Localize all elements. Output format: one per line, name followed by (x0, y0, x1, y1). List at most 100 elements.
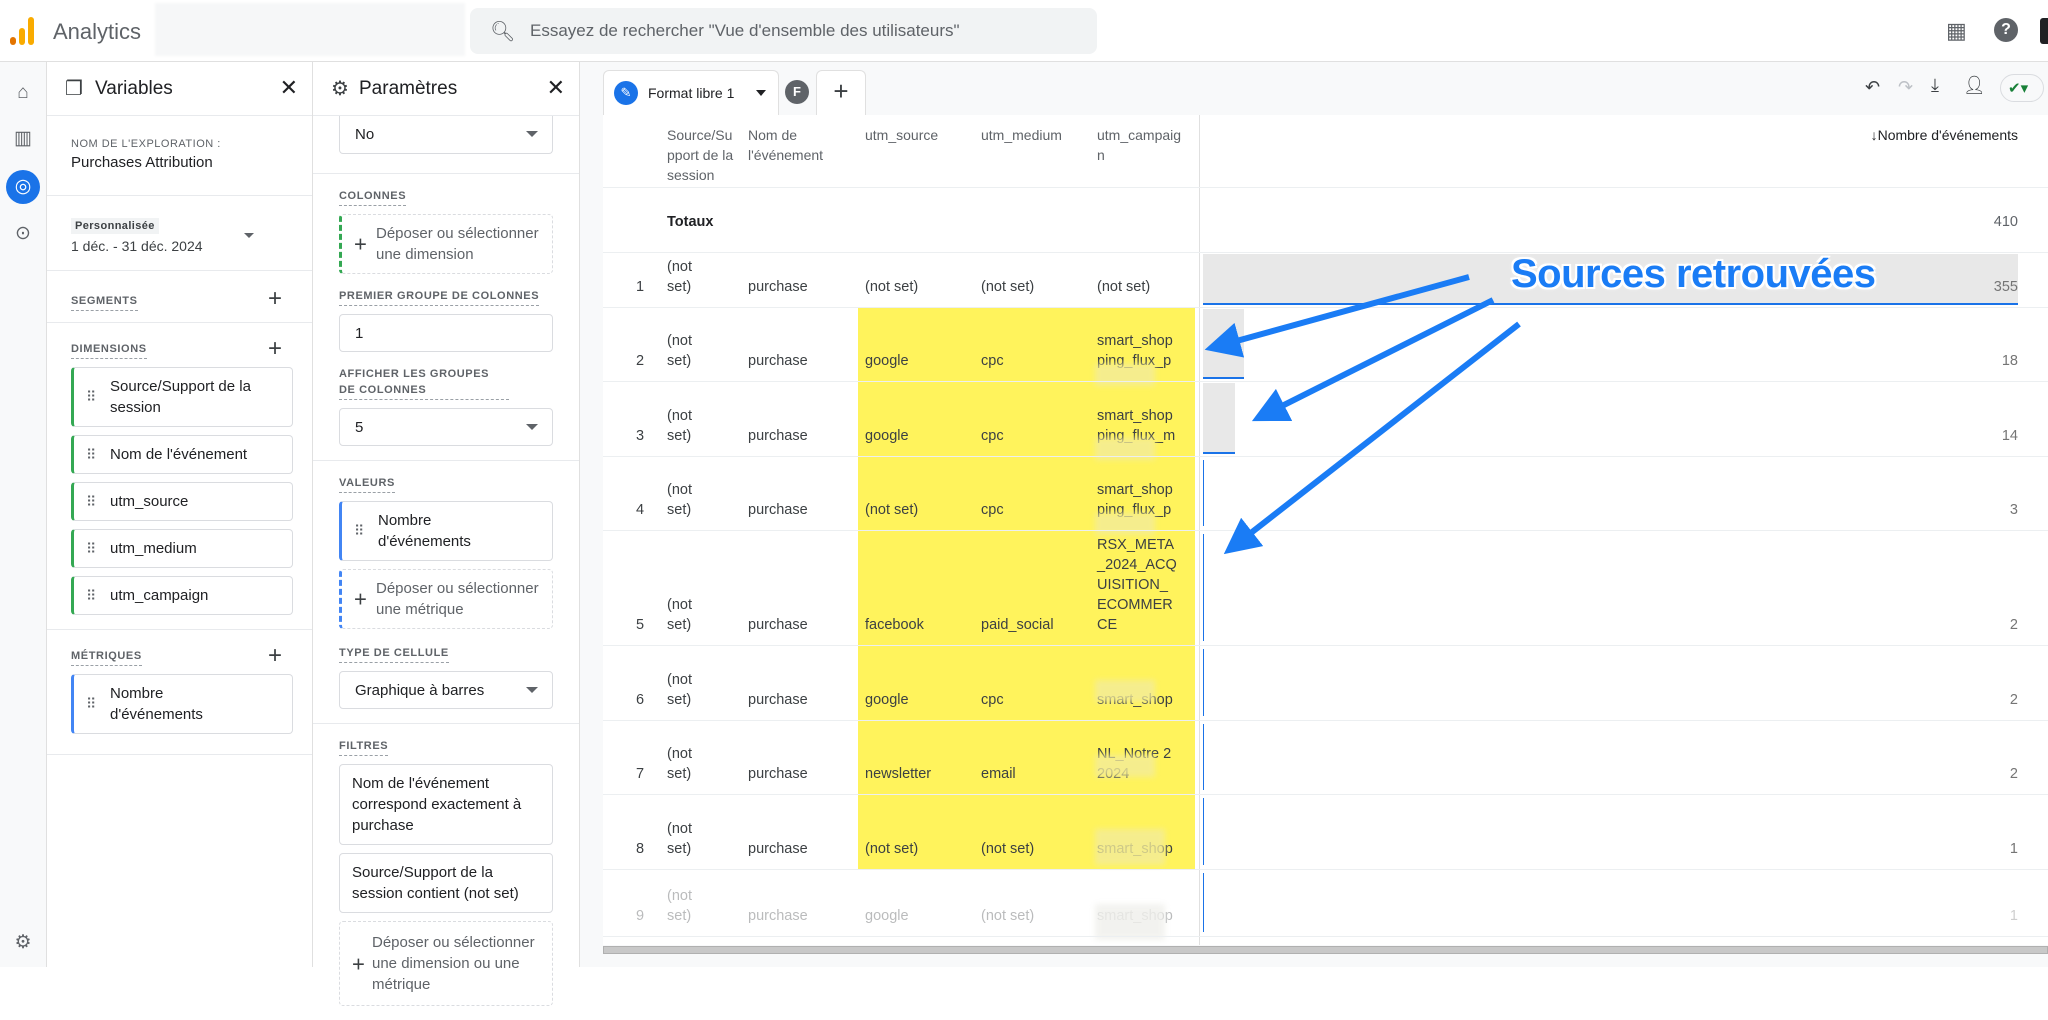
tab-label: Format libre 1 (648, 85, 735, 101)
drag-handle-icon[interactable]: ⠿ (86, 540, 96, 556)
show-groups-select[interactable]: 5 (339, 408, 553, 446)
drag-handle-icon[interactable]: ⠿ (86, 446, 96, 462)
cell-n: 6 (636, 692, 645, 708)
drag-handle-icon[interactable]: ⠿ (86, 587, 96, 603)
drag-handle-icon[interactable]: ⠿ (354, 522, 364, 539)
parameters-title: Paramètres (359, 78, 458, 99)
cell-utm-medium: paid_social (981, 617, 1054, 633)
arrow-to-row-5 (1223, 321, 1521, 555)
top-select[interactable]: No (339, 116, 553, 154)
column-header[interactable]: Source/Support de la session (667, 127, 734, 183)
select-value: No (355, 126, 375, 143)
date-range-selector[interactable]: Personnalisée 1 déc. - 31 déc. 2024 (47, 196, 312, 271)
exploration-name[interactable]: Purchases Attribution (71, 154, 213, 171)
filter-chip[interactable]: Source/Support de la session contient (n… (339, 853, 553, 913)
columns-drop-zone[interactable]: + Déposer ou sélectionner une dimension (339, 214, 553, 274)
add-dimension-button[interactable]: + (267, 335, 282, 362)
cell-utm-medium: cpc (981, 428, 1004, 444)
drag-handle-icon[interactable]: ⠿ (86, 493, 96, 509)
cell-source: (not set) (667, 746, 692, 782)
cell-utm-source: google (865, 353, 909, 369)
add-metric-button[interactable]: + (267, 642, 282, 669)
avatar[interactable] (2040, 18, 2048, 44)
input-value: 1 (355, 325, 364, 342)
values-drop-zone[interactable]: + Déposer ou sélectionner une métrique (339, 569, 553, 629)
cell-event: purchase (748, 279, 808, 295)
cell-source: (not set) (667, 482, 692, 518)
add-tab-button[interactable]: + (816, 70, 866, 115)
metric-bar (1203, 649, 1208, 716)
header-divider (603, 187, 2048, 188)
exploration-canvas: ✎ Format libre 1 F + ↶ ↷ ⤓ 👤︎ ✔▾ Source/… (580, 62, 2048, 967)
reports-icon[interactable]: ▥ (14, 128, 32, 149)
dimension-label: utm_campaign (110, 587, 209, 604)
redo-icon[interactable]: ↷ (1898, 77, 1914, 97)
chevron-down-icon[interactable] (756, 90, 766, 96)
account-selector[interactable] (155, 3, 465, 56)
plus-icon: + (354, 231, 367, 257)
add-segment-button[interactable]: + (267, 285, 282, 312)
column-header[interactable]: utm_medium (981, 127, 1062, 143)
cell-n: 3 (636, 428, 645, 444)
check-status-icon[interactable]: ✔▾ (2000, 74, 2044, 102)
column-header[interactable]: utm_source (865, 127, 939, 143)
tab-bar: ✎ Format libre 1 F + ↶ ↷ ⤓ 👤︎ ✔▾ (580, 62, 2048, 115)
analytics-logo-icon[interactable] (10, 17, 36, 45)
explore-icon[interactable]: ◎ (6, 170, 40, 204)
metric-value: 3 (2009, 502, 2018, 518)
column-header[interactable]: Nom de l'événement (748, 127, 824, 163)
cell-event: purchase (748, 841, 808, 857)
dimension-label: Source/Support de la session (110, 378, 251, 416)
tab-f[interactable]: F (781, 70, 811, 115)
top-bar: Analytics 🔍︎ Essayez de rechercher "Vue … (0, 0, 2048, 62)
annotation-arrows (1204, 274, 1521, 555)
cell-utm-source: google (865, 428, 909, 444)
metric-chip[interactable]: ⠿ Nombre d'événements (71, 674, 293, 734)
metric-value: 14 (2001, 428, 2018, 444)
undo-icon[interactable]: ↶ (1865, 77, 1881, 97)
help-icon[interactable]: ? (1994, 18, 2018, 42)
column-header[interactable]: utm_campaign (1097, 127, 1182, 163)
cell-source: (not set) (667, 259, 692, 295)
drag-handle-icon[interactable]: ⠿ (86, 388, 96, 405)
metric-label: Nombre d'événements (110, 685, 203, 723)
gear-icon: ⚙ (331, 78, 349, 100)
exploration-name-label: NOM DE L'EXPLORATION : (71, 138, 221, 150)
share-icon[interactable]: 👤︎ (1963, 75, 1986, 95)
value-chip[interactable]: ⠿ Nombre d'événements (339, 501, 553, 561)
dimension-chip[interactable]: ⠿ utm_campaign (71, 576, 293, 615)
download-icon[interactable]: ⤓ (1931, 75, 1939, 95)
dimension-chip[interactable]: ⠿ Source/Support de la session (71, 367, 293, 427)
totals-value: 410 (1993, 214, 2018, 230)
first-group-input[interactable]: 1 (339, 314, 553, 352)
drop-label: Déposer ou sélectionner une dimension (376, 225, 539, 263)
dimension-chip[interactable]: ⠿ Nom de l'événement (71, 435, 293, 474)
advertising-icon[interactable]: ⊙ (15, 223, 31, 244)
tab-format-libre[interactable]: ✎ Format libre 1 (603, 70, 779, 115)
cell-utm-campaign: (not set) (1097, 279, 1151, 295)
row-divider (603, 252, 2048, 253)
metric-header[interactable]: ↓Nombre d'événements (1870, 127, 2018, 143)
close-variables-icon[interactable]: ✕ (279, 75, 298, 100)
drag-handle-icon[interactable]: ⠿ (86, 695, 96, 712)
redacted-text (1095, 904, 1165, 940)
chevron-down-icon (526, 424, 538, 430)
dimension-chip[interactable]: ⠿ utm_source (71, 482, 293, 521)
home-icon[interactable]: ⌂ (17, 82, 29, 103)
arrow-to-row-2 (1204, 274, 1470, 358)
filter-chip[interactable]: Nom de l'événement correspond exactement… (339, 764, 553, 845)
chevron-down-icon (526, 687, 538, 693)
apps-grid-icon[interactable]: ▦ (1946, 18, 1967, 43)
cell-type-select[interactable]: Graphique à barres (339, 671, 553, 709)
dimensions-label: DIMENSIONS (71, 341, 147, 359)
metric-value: 355 (1993, 279, 2018, 295)
first-group-label: PREMIER GROUPE DE COLONNES (339, 288, 540, 306)
search-input[interactable]: 🔍︎ Essayez de rechercher "Vue d'ensemble… (470, 8, 1097, 54)
chevron-down-icon (526, 131, 538, 137)
tab-initial: F (785, 80, 809, 104)
dimension-chip[interactable]: ⠿ utm_medium (71, 529, 293, 568)
cell-type-label: TYPE DE CELLULE (339, 645, 449, 663)
row-divider (603, 530, 2048, 531)
settings-icon[interactable]: ⚙ (14, 932, 32, 953)
close-parameters-icon[interactable]: ✕ (546, 75, 565, 100)
